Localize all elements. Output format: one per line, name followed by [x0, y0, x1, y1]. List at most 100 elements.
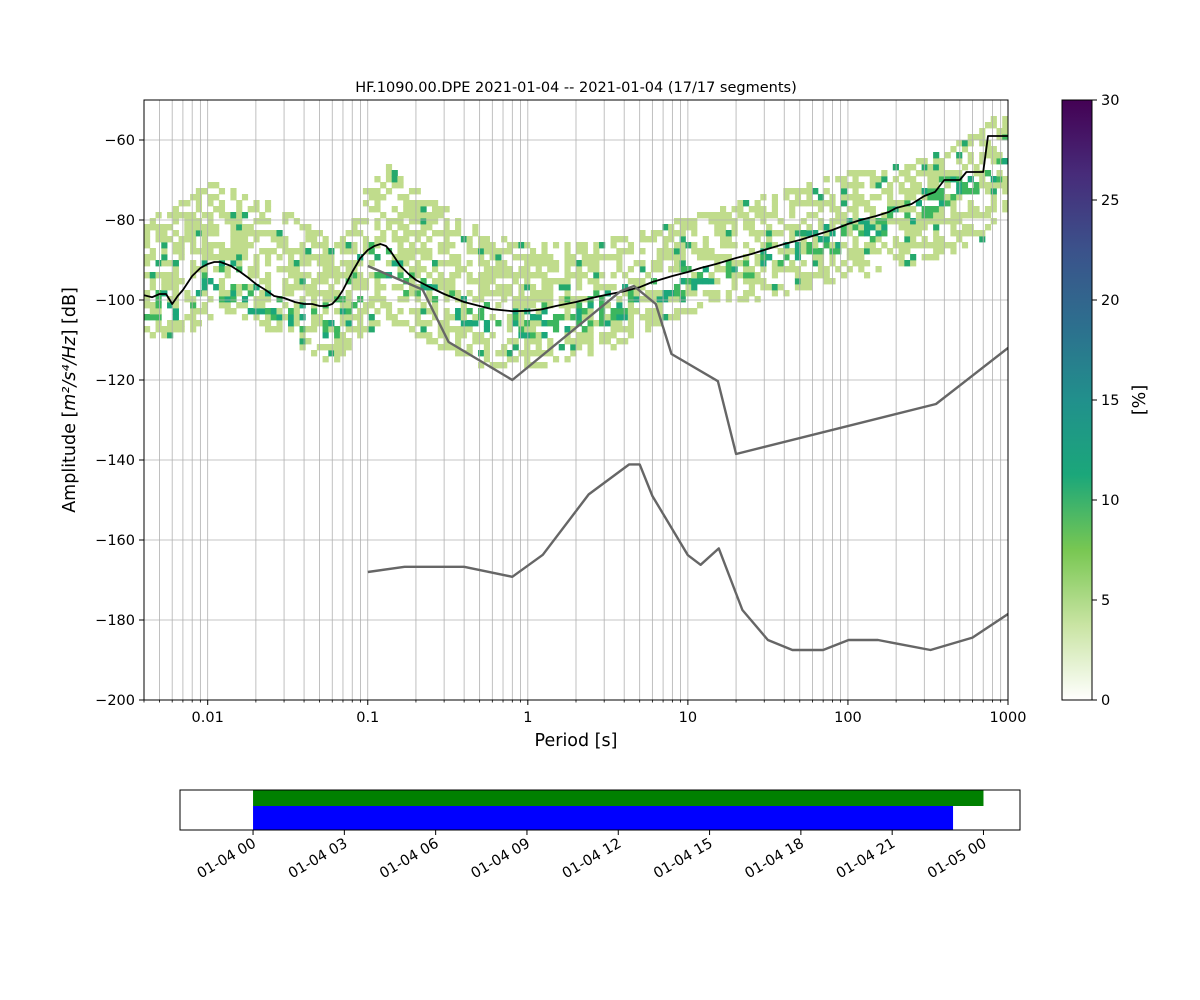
heatmap-cell	[224, 272, 231, 279]
heatmap-cell	[264, 260, 272, 267]
heatmap-cell	[714, 230, 721, 237]
heatmap-cell	[408, 212, 416, 219]
heatmap-cell	[253, 260, 260, 267]
heatmap-cell	[506, 242, 514, 249]
heatmap-cell	[956, 236, 963, 243]
heatmap-cell	[593, 260, 600, 267]
heatmap-cell	[518, 272, 525, 279]
heatmap-cell	[334, 350, 341, 357]
heatmap-cell	[443, 242, 450, 249]
heatmap-cell	[167, 260, 174, 267]
heatmap-cell	[852, 170, 859, 177]
heatmap-cell	[887, 212, 894, 219]
heatmap-cell	[495, 320, 502, 327]
heatmap-cell	[144, 254, 151, 261]
heatmap-cell	[743, 290, 750, 297]
heatmap-cell	[172, 260, 179, 267]
heatmap-cell	[472, 230, 479, 237]
heatmap-cell	[760, 278, 767, 285]
coverage-bar	[253, 806, 954, 830]
heatmap-cell	[305, 338, 312, 345]
heatmap-cell	[167, 278, 174, 285]
heatmap-cell	[835, 242, 842, 249]
heatmap-cell	[432, 266, 439, 273]
heatmap-cell	[478, 338, 485, 345]
heatmap-cell	[236, 200, 243, 207]
heatmap-cell	[743, 218, 750, 225]
heatmap-cell	[408, 218, 416, 225]
heatmap-cell	[944, 170, 951, 177]
heatmap-cell	[236, 266, 243, 273]
heatmap-cell	[149, 284, 156, 291]
heatmap-cell	[345, 320, 352, 327]
heatmap-cell	[541, 320, 548, 327]
heatmap-cell	[1002, 116, 1008, 123]
heatmap-cell	[673, 242, 681, 249]
heatmap-cell	[846, 218, 853, 225]
heatmap-cell	[403, 278, 410, 285]
heatmap-cell	[432, 284, 439, 291]
heatmap-cell	[593, 320, 600, 327]
heatmap-cell	[236, 230, 243, 237]
heatmap-cell	[622, 272, 629, 279]
heatmap-cell	[466, 326, 473, 333]
heatmap-cell	[771, 266, 778, 273]
heatmap-cell	[161, 278, 168, 285]
heatmap-cell	[483, 236, 490, 243]
heatmap-cell	[858, 200, 865, 207]
heatmap-cell	[535, 320, 542, 327]
heatmap-cell	[328, 248, 335, 255]
heatmap-cell	[616, 248, 623, 255]
heatmap-cell	[455, 308, 462, 315]
heatmap-cell	[979, 128, 986, 135]
heatmap-cell	[201, 272, 208, 279]
heatmap-cell	[771, 230, 778, 237]
heatmap-cell	[207, 200, 214, 207]
heatmap-cell	[541, 362, 548, 369]
heatmap-cell	[754, 206, 761, 213]
heatmap-cell	[950, 230, 957, 237]
heatmap-cell	[950, 194, 957, 201]
heatmap-cell	[622, 326, 629, 333]
heatmap-cell	[397, 182, 404, 189]
heatmap-cell	[420, 326, 427, 333]
heatmap-cell	[218, 290, 226, 297]
heatmap-cell	[195, 200, 202, 207]
heatmap-cell	[748, 266, 755, 273]
heatmap-cell	[247, 272, 254, 279]
heatmap-cell	[950, 146, 957, 153]
heatmap-cell	[869, 206, 876, 213]
heatmap-cell	[501, 266, 508, 273]
heatmap-cell	[328, 284, 335, 291]
heatmap-cell	[161, 272, 168, 279]
heatmap-cell	[760, 194, 767, 201]
heatmap-cell	[541, 278, 548, 285]
heatmap-cell	[846, 266, 853, 273]
y-tick-label: −80	[104, 213, 135, 229]
heatmap-cell	[455, 350, 462, 357]
heatmap-cell	[443, 326, 450, 333]
heatmap-cell	[161, 332, 168, 339]
heatmap-cell	[426, 254, 433, 261]
heatmap-cell	[311, 326, 318, 333]
heatmap-cell	[455, 254, 462, 261]
heatmap-cell	[961, 146, 969, 153]
heatmap-cell	[483, 242, 490, 249]
heatmap-cell	[190, 326, 197, 333]
heatmap-cell	[760, 230, 767, 237]
heatmap-cell	[161, 230, 168, 237]
heatmap-cell	[691, 308, 698, 315]
heatmap-cell	[449, 326, 456, 333]
heatmap-cell	[466, 272, 473, 279]
heatmap-cell	[858, 170, 865, 177]
heatmap-cell	[576, 296, 583, 303]
heatmap-cell	[288, 272, 295, 279]
heatmap-cell	[397, 266, 404, 273]
heatmap-cell	[264, 284, 272, 291]
heatmap-cell	[259, 230, 266, 237]
heatmap-cell	[495, 272, 502, 279]
heatmap-cell	[518, 314, 525, 321]
heatmap-cell	[564, 254, 571, 261]
heatmap-cell	[362, 284, 370, 291]
heatmap-cell	[794, 272, 802, 279]
